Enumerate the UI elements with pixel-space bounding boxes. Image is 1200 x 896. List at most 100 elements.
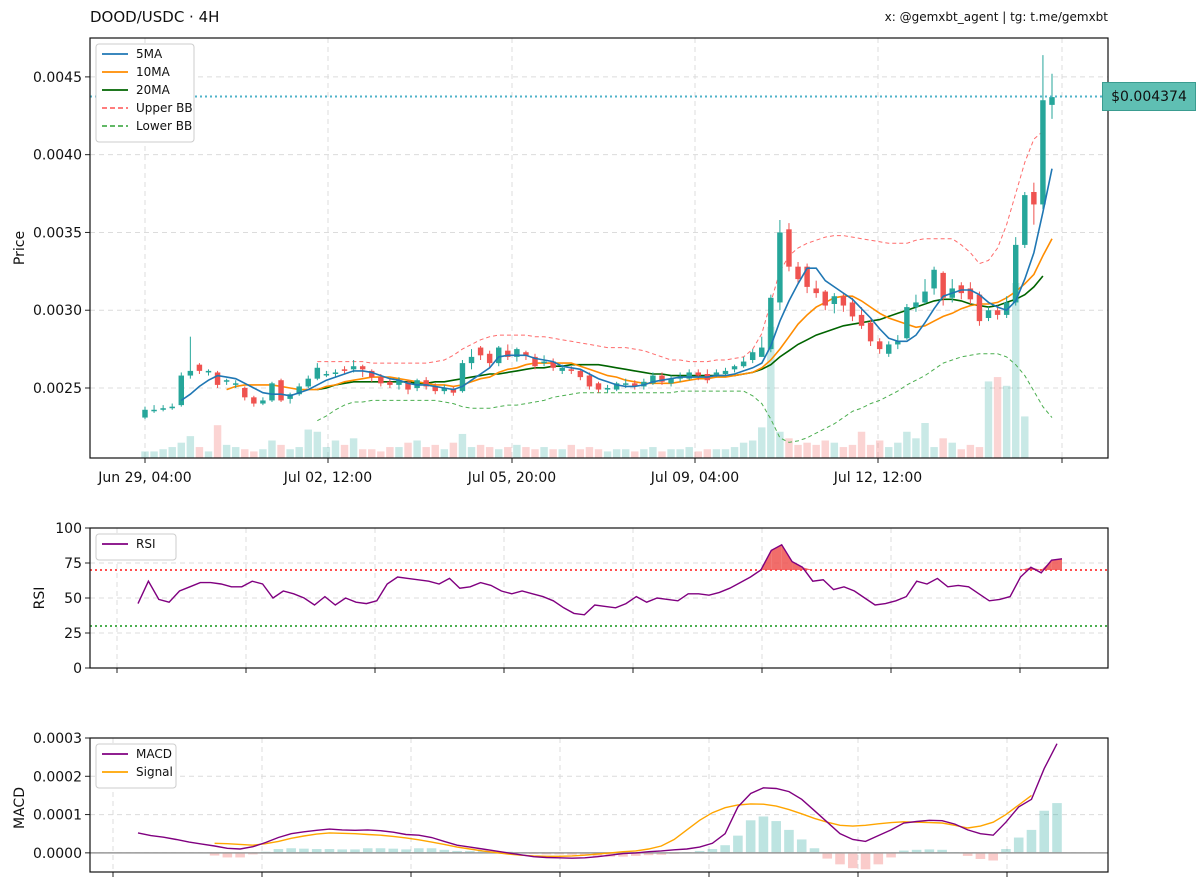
candle-body — [514, 349, 520, 357]
macd-histogram-bar — [439, 849, 450, 853]
ma10-line — [226, 238, 1053, 391]
candle-body — [532, 356, 538, 367]
price-ytick-label: 0.0045 — [33, 70, 82, 86]
candle-body — [541, 361, 547, 364]
rsi-overbought-fill — [771, 544, 782, 570]
volume-bar — [358, 449, 367, 458]
macd-histogram-bar — [988, 852, 998, 861]
candle-body — [867, 322, 874, 342]
candle-body — [586, 375, 593, 387]
candle-body — [142, 409, 148, 418]
volume-bar — [213, 425, 222, 458]
rsi-ytick-label: 0 — [73, 661, 82, 677]
volume-bar — [667, 449, 675, 458]
price-xtick-label: Jun 29, 04:00 — [97, 470, 191, 486]
candle-body — [749, 352, 756, 360]
macd-histogram-bar — [796, 839, 807, 853]
macd-histogram-bar — [694, 850, 705, 853]
volume-bar — [812, 444, 820, 458]
candle-body — [922, 291, 928, 303]
candle-body — [849, 302, 856, 317]
candle-body — [731, 366, 738, 370]
candle-body — [1012, 244, 1019, 303]
candle-body — [187, 370, 194, 376]
volume-bar — [685, 447, 693, 458]
volume-bar — [467, 447, 476, 458]
macd-histogram-bar — [924, 849, 935, 853]
volume-bar — [250, 451, 258, 458]
volume-bar — [513, 444, 521, 458]
macd-histogram-bar — [822, 852, 833, 859]
volume-bar — [703, 449, 712, 458]
candle-body — [613, 383, 620, 390]
volume-bar — [875, 440, 884, 458]
volume-bar — [431, 444, 439, 458]
candle-body — [359, 366, 366, 370]
volume-bar — [349, 438, 358, 458]
volume-bar — [531, 449, 539, 458]
candle-body — [985, 310, 992, 318]
macd-histogram-bar — [350, 849, 360, 853]
macd-histogram-bar — [911, 849, 922, 853]
volume-bar — [304, 429, 312, 458]
price-legend-label: 10MA — [136, 65, 171, 79]
macd-histogram-bar — [937, 849, 947, 853]
macd-histogram-bar — [465, 850, 475, 853]
macd-histogram-bar — [235, 852, 245, 858]
macd-histogram-bar — [541, 852, 552, 855]
volume-bar — [422, 447, 430, 458]
candle-body — [387, 381, 393, 385]
candle-body — [622, 383, 629, 385]
candle-body — [1003, 302, 1010, 315]
candle-body — [296, 386, 302, 395]
volume-bar — [504, 447, 512, 458]
candle-body — [1022, 195, 1028, 245]
volume-bar — [231, 447, 240, 458]
macd-legend-label: Signal — [136, 765, 173, 779]
candle-body — [260, 400, 266, 404]
candle-body — [323, 374, 330, 376]
volume-bar — [277, 444, 285, 458]
price-ytick-label: 0.0025 — [33, 381, 82, 397]
macd-histogram-bar — [873, 852, 884, 865]
candle-body — [496, 347, 502, 364]
macd-histogram-bar — [975, 852, 986, 859]
macd-histogram-bar — [847, 852, 858, 869]
candle-body — [768, 297, 774, 350]
volume-bar — [404, 442, 412, 458]
candle-body — [523, 352, 529, 356]
macd-ytick-label: 0.0001 — [33, 808, 82, 824]
volume-bar — [603, 451, 612, 458]
price-ytick-label: 0.0035 — [33, 225, 82, 241]
candle-body — [786, 229, 792, 267]
candle-body — [278, 380, 284, 401]
candle-body — [378, 377, 384, 384]
volume-bar — [540, 447, 548, 458]
macd-histogram-bar — [362, 848, 373, 853]
price-ytick-label: 0.0040 — [33, 148, 82, 164]
macd-histogram-bar — [248, 852, 258, 855]
volume-bar — [177, 442, 186, 458]
candle-body — [1049, 97, 1055, 105]
volume-bar — [186, 436, 195, 458]
volume-bar — [295, 447, 303, 458]
rsi-ytick-label: 50 — [64, 591, 82, 607]
rsi-legend-box — [95, 533, 177, 561]
volume-bar — [830, 442, 839, 458]
volume-bar — [340, 444, 349, 458]
volume-bar — [1011, 283, 1020, 458]
volume-bar — [259, 449, 267, 458]
candle-body — [468, 356, 475, 364]
volume-bar — [485, 447, 494, 458]
macd-histogram-bar — [477, 850, 488, 853]
volume-bar — [848, 444, 857, 458]
volume-bar — [658, 451, 666, 458]
volume-bar — [195, 447, 204, 458]
volume-bar — [939, 438, 947, 458]
candle-body — [441, 388, 448, 392]
candle-body — [604, 388, 611, 390]
volume-bar — [449, 442, 458, 458]
price-xtick-label: Jul 09, 04:00 — [650, 470, 739, 486]
macd-histogram-bar — [899, 850, 909, 853]
candle-body — [695, 372, 701, 376]
